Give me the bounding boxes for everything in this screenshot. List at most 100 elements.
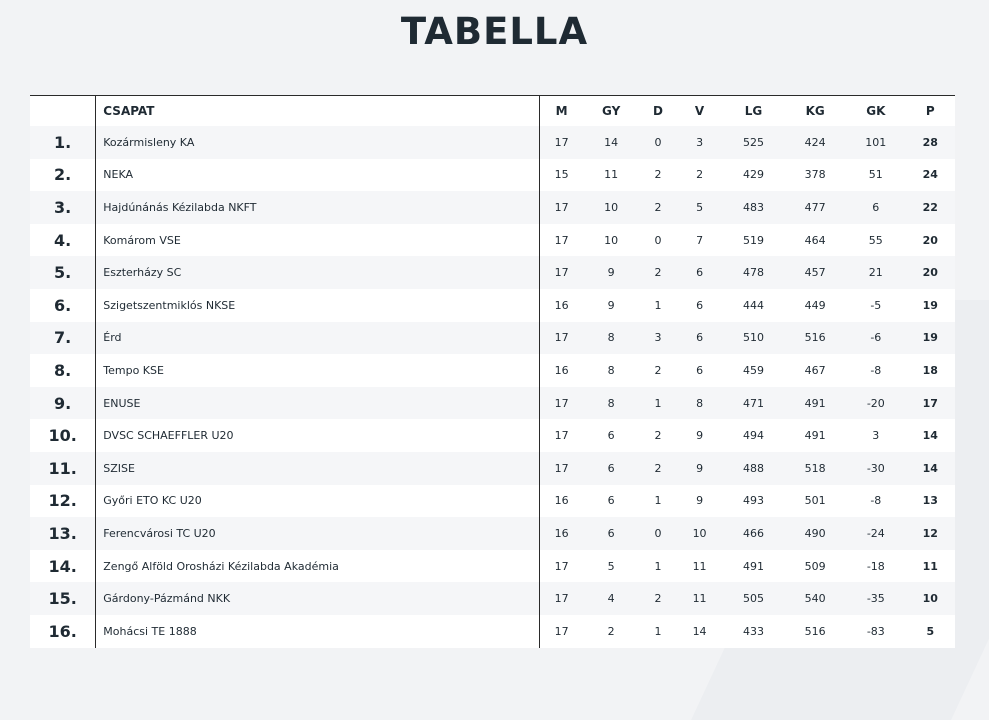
points-cell: 17 [905,386,955,420]
goals-for-cell: 519 [722,223,785,257]
table-row: 1. Kozármisleny KA 17 14 0 3 525 424 101 28 [30,126,955,159]
points-cell: 20 [905,223,955,257]
rank-cell: 16. [30,614,96,648]
draws-cell: 2 [639,158,677,192]
goals-against-cell: 457 [784,256,846,289]
team-name: Kozármisleny KA [95,126,541,159]
goals-against-cell: 509 [784,549,846,583]
header-wins: GY [582,95,640,126]
draws-cell: 3 [639,321,677,355]
table-row: 10. DVSC SCHAEFFLER U20 17 6 2 9 494 491 3 14 [30,419,955,452]
matches-cell: 17 [539,386,583,420]
rank-cell: 3. [30,191,96,224]
goals-against-cell: 490 [784,517,846,550]
wins-cell: 9 [582,256,640,289]
table-row: 13. Ferencvárosi TC U20 16 6 0 10 466 490 -24 12 [30,517,955,550]
rank-cell: 13. [30,517,96,550]
wins-cell: 4 [582,582,640,615]
team-name: Érd [95,321,541,355]
goal-difference-cell: 55 [846,223,906,257]
wins-cell: 6 [582,419,640,452]
matches-cell: 17 [539,549,583,583]
rank-cell: 2. [30,158,96,192]
draws-cell: 2 [639,191,677,224]
wins-cell: 10 [582,223,640,257]
losses-cell: 8 [676,386,723,420]
goal-difference-cell: 3 [846,419,906,452]
matches-cell: 16 [539,288,583,322]
matches-cell: 17 [539,321,583,355]
rank-cell: 7. [30,321,96,355]
matches-cell: 17 [539,256,583,289]
goals-for-cell: 471 [722,386,785,420]
goal-difference-cell: -6 [846,321,906,355]
goals-for-cell: 494 [722,419,785,452]
matches-cell: 17 [539,419,583,452]
goal-difference-cell: -18 [846,549,906,583]
draws-cell: 2 [639,582,677,615]
draws-cell: 1 [639,386,677,420]
goals-against-cell: 491 [784,386,846,420]
draws-cell: 1 [639,484,677,518]
goals-for-cell: 429 [722,158,785,192]
goal-difference-cell: -8 [846,354,906,387]
goal-difference-cell: 101 [846,126,906,159]
wins-cell: 11 [582,158,640,192]
goals-for-cell: 478 [722,256,785,289]
rank-cell: 4. [30,223,96,257]
goals-for-cell: 466 [722,517,785,550]
goal-difference-cell: 51 [846,158,906,192]
losses-cell: 6 [676,256,723,289]
goals-for-cell: 483 [722,191,785,224]
draws-cell: 0 [639,517,677,550]
losses-cell: 11 [676,549,723,583]
header-goal-difference: GK [846,95,906,126]
team-name: Tempo KSE [95,354,541,387]
table-row: 11. SZISE 17 6 2 9 488 518 -30 14 [30,451,955,485]
header-matches: M [539,95,583,126]
matches-cell: 16 [539,517,583,550]
goal-difference-cell: -24 [846,517,906,550]
table-row: 12. Győri ETO KC U20 16 6 1 9 493 501 -8 13 [30,484,955,518]
points-cell: 10 [905,582,955,615]
losses-cell: 11 [676,582,723,615]
matches-cell: 16 [539,484,583,518]
goals-for-cell: 510 [722,321,785,355]
goals-for-cell: 491 [722,549,785,583]
table-row: 7. Érd 17 8 3 6 510 516 -6 19 [30,321,955,355]
table-row: 14. Zengő Alföld Orosházi Kézilabda Akadé… [30,549,955,583]
wins-cell: 8 [582,321,640,355]
losses-cell: 6 [676,321,723,355]
rank-cell: 10. [30,419,96,452]
wins-cell: 10 [582,191,640,224]
rank-cell: 14. [30,549,96,583]
table-row: 6. Szigetszentmiklós NKSE 16 9 1 6 444 449 -5 19 [30,288,955,322]
header-draws: D [639,95,677,126]
wins-cell: 2 [582,614,640,648]
points-cell: 11 [905,549,955,583]
points-cell: 28 [905,126,955,159]
page-title: TABELLA [400,10,589,53]
table-row: 2. NEKA 15 11 2 2 429 378 51 24 [30,158,955,192]
draws-cell: 2 [639,419,677,452]
goals-against-cell: 501 [784,484,846,518]
points-cell: 14 [905,451,955,485]
points-cell: 14 [905,419,955,452]
losses-cell: 3 [676,126,723,159]
standings-body: 1. Kozármisleny KA 17 14 0 3 525 424 101 28 2. NEKA… [30,126,955,648]
goal-difference-cell: -35 [846,582,906,615]
points-cell: 5 [905,614,955,648]
table-row: 4. Komárom VSE 17 10 0 7 519 464 55 20 [30,223,955,257]
losses-cell: 14 [676,614,723,648]
rank-cell: 5. [30,256,96,289]
wins-cell: 8 [582,386,640,420]
team-name: ENUSE [95,386,541,420]
wins-cell: 8 [582,354,640,387]
wins-cell: 5 [582,549,640,583]
draws-cell: 0 [639,126,677,159]
rank-cell: 9. [30,386,96,420]
team-name: Komárom VSE [95,223,541,257]
goals-against-cell: 491 [784,419,846,452]
rank-cell: 12. [30,484,96,518]
matches-cell: 17 [539,451,583,485]
